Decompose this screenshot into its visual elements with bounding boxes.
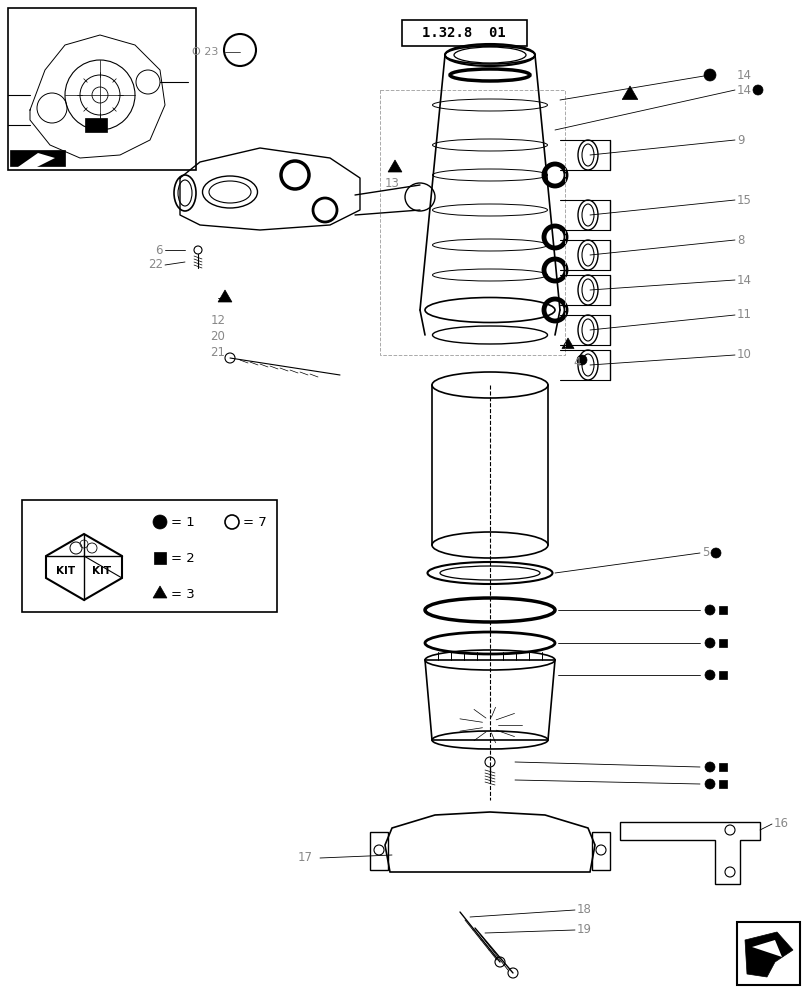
Text: 9: 9 xyxy=(736,134,744,147)
Circle shape xyxy=(704,762,714,772)
Text: 14: 14 xyxy=(736,69,751,82)
Text: 22: 22 xyxy=(148,258,163,271)
Bar xyxy=(8,8,195,170)
Text: 8: 8 xyxy=(736,233,744,246)
Circle shape xyxy=(710,548,720,558)
Text: 20: 20 xyxy=(210,330,225,342)
Polygon shape xyxy=(620,822,759,884)
Text: 17: 17 xyxy=(297,851,312,864)
Bar xyxy=(22,500,277,612)
Circle shape xyxy=(752,85,762,95)
Text: 6: 6 xyxy=(156,243,163,256)
Bar xyxy=(718,763,726,771)
Polygon shape xyxy=(18,153,55,168)
Circle shape xyxy=(703,69,715,81)
Text: = 7: = 7 xyxy=(242,516,267,528)
Circle shape xyxy=(704,670,714,680)
Bar xyxy=(10,150,65,166)
Text: 12: 12 xyxy=(210,314,225,326)
Circle shape xyxy=(704,638,714,648)
Bar xyxy=(718,639,726,647)
Polygon shape xyxy=(621,86,637,100)
Text: 18: 18 xyxy=(577,903,591,916)
Polygon shape xyxy=(388,160,401,172)
Polygon shape xyxy=(153,586,167,598)
Bar xyxy=(370,832,388,870)
Text: 13: 13 xyxy=(384,177,399,190)
Polygon shape xyxy=(751,940,781,957)
Bar xyxy=(401,20,526,46)
Text: 16: 16 xyxy=(773,817,788,830)
Text: 19: 19 xyxy=(577,923,591,936)
Polygon shape xyxy=(424,660,554,740)
Text: 11: 11 xyxy=(736,308,751,322)
Text: 14: 14 xyxy=(736,84,751,97)
Text: O 23: O 23 xyxy=(191,47,217,57)
Polygon shape xyxy=(384,812,594,872)
Polygon shape xyxy=(218,290,232,302)
Polygon shape xyxy=(561,338,573,349)
Bar xyxy=(380,90,564,355)
Text: 10: 10 xyxy=(736,349,751,361)
Bar xyxy=(85,118,107,132)
Text: = 2: = 2 xyxy=(171,552,195,564)
Text: KIT: KIT xyxy=(92,566,111,576)
Bar xyxy=(718,671,726,679)
Text: = 1: = 1 xyxy=(171,516,195,528)
Text: KIT: KIT xyxy=(57,566,75,576)
Bar xyxy=(736,922,799,985)
Bar xyxy=(718,780,726,788)
Circle shape xyxy=(704,779,714,789)
Text: 14: 14 xyxy=(736,273,751,286)
Bar xyxy=(718,606,726,614)
Polygon shape xyxy=(744,932,792,977)
Circle shape xyxy=(152,515,167,529)
Circle shape xyxy=(577,355,586,365)
Bar xyxy=(591,832,609,870)
Text: = 3: = 3 xyxy=(171,587,195,600)
Bar xyxy=(154,552,165,564)
Polygon shape xyxy=(46,534,122,600)
Text: 21: 21 xyxy=(210,346,225,359)
Circle shape xyxy=(704,605,714,615)
Text: 4: 4 xyxy=(573,356,580,368)
Text: 1.32.8  01: 1.32.8 01 xyxy=(422,26,505,40)
Text: 5: 5 xyxy=(702,546,709,560)
Text: 15: 15 xyxy=(736,194,751,207)
